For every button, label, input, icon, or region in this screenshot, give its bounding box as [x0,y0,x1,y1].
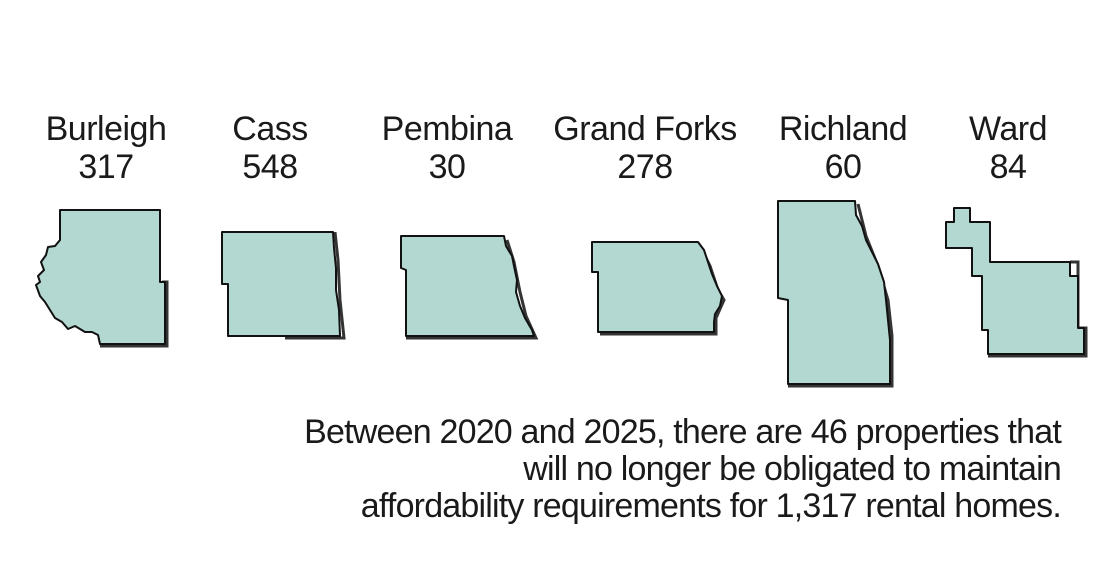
county-count: 278 [617,148,673,186]
county-shape-richland [777,200,894,388]
county-label-ward: Ward 84 [969,110,1047,186]
county-name: Pembina [381,110,513,148]
county-label-richland: Richland 60 [778,110,908,186]
county-count: 60 [824,148,862,186]
county-name: Ward [969,110,1047,148]
county-shape-ward [945,207,1088,358]
county-count: 30 [428,148,466,186]
county-count: 317 [78,148,134,186]
caption-line-3: affordability requirements for 1,317 ren… [360,487,1062,525]
county-count: 548 [242,148,298,186]
summary-caption: Between 2020 and 2025, there are 46 prop… [304,413,1062,525]
county-name: Cass [232,110,308,148]
county-shape-pembina [400,235,539,340]
county-label-burleigh: Burleigh 317 [46,110,167,186]
county-name: Burleigh [45,110,167,148]
county-count: 84 [989,148,1027,186]
caption-line-1: Between 2020 and 2025, there are 46 prop… [304,413,1062,451]
county-label-cass: Cass 548 [232,110,308,186]
county-label-grand-forks: Grand Forks 278 [553,110,737,186]
caption-line-2: will no longer be obligated to maintain [523,450,1062,488]
county-name: Richland [778,110,908,148]
county-shape-burleigh [35,209,169,348]
county-shape-grand-forks [591,241,726,336]
county-label-pembina: Pembina 30 [382,110,513,186]
county-shape-cass [221,231,346,340]
county-name: Grand Forks [553,110,737,148]
